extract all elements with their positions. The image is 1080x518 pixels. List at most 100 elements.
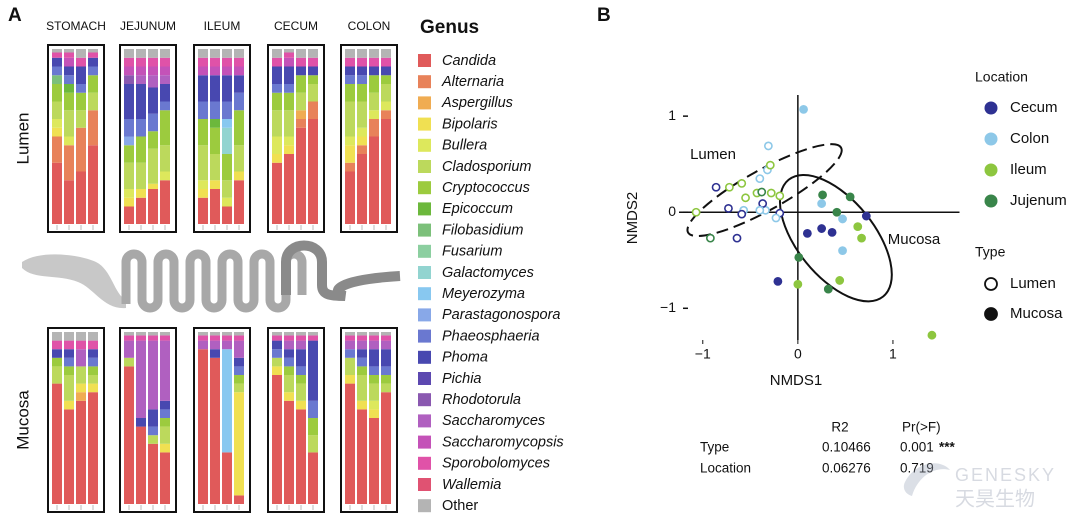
bar-segment: [52, 49, 62, 53]
bar-segment: [52, 357, 62, 367]
bar-segment: [64, 52, 74, 58]
column-label: COLON: [348, 19, 391, 33]
bar-segment: [234, 180, 244, 224]
bar-segment: [198, 101, 208, 119]
legend-label: Bullera: [442, 138, 487, 154]
bar-segment: [308, 452, 318, 504]
bar-segment: [272, 136, 282, 154]
bar-segment: [272, 332, 282, 336]
bar-segment: [357, 101, 367, 128]
legend-swatch: [418, 287, 431, 301]
bar-segment: [296, 119, 306, 128]
table-header: Pr(>F): [902, 420, 941, 435]
point: [755, 205, 765, 215]
bar-segment: [345, 145, 355, 163]
bar-segment: [136, 189, 146, 198]
bar-segment: [88, 145, 98, 224]
bar-segment: [64, 340, 74, 350]
bar-segment: [136, 162, 146, 189]
bar-segment: [357, 375, 367, 401]
bar-segment: [124, 197, 134, 207]
bar-segment: [234, 110, 244, 146]
bar-segment: [296, 400, 306, 410]
legend-label: Saccharomyces: [442, 413, 545, 429]
bar-segment: [76, 400, 86, 504]
bar-segment: [148, 66, 158, 76]
gut-illustration: [22, 240, 401, 313]
bar-segment: [210, 154, 220, 181]
point: [737, 209, 747, 219]
bar-segment: [345, 49, 355, 58]
legend-swatch: [418, 54, 431, 67]
bar-segment: [296, 409, 306, 504]
bar-segment: [296, 383, 306, 401]
bar-segment: [88, 110, 98, 146]
bar-segment: [296, 92, 306, 111]
bar-segment: [76, 383, 86, 393]
bar-segment: [308, 332, 318, 336]
bar-segment: [357, 154, 367, 224]
bar-segment: [284, 66, 294, 84]
bar-segment: [381, 332, 391, 336]
bar-segment: [234, 366, 244, 375]
point: [853, 222, 863, 232]
bar-segment: [296, 332, 306, 336]
bar-segment: [345, 75, 355, 84]
bar-segment: [369, 66, 379, 76]
panel-label: B: [597, 5, 611, 26]
legend-title: Genus: [420, 17, 479, 38]
bar-segment: [136, 75, 146, 84]
bar-segment: [210, 335, 220, 341]
bar-segment: [124, 145, 134, 163]
table-p: 0.719: [900, 461, 934, 476]
bar-segment: [234, 375, 244, 384]
bar-segment: [52, 66, 62, 76]
bar-segment: [272, 340, 282, 350]
bar-segment: [198, 75, 208, 102]
table-r2: 0.06276: [822, 461, 871, 476]
bar-segment: [345, 171, 355, 224]
row-label: Mucosa: [13, 390, 32, 450]
legend-marker: [984, 101, 998, 115]
bar-segment: [272, 162, 282, 224]
bar-segment: [160, 335, 170, 341]
bar-segment: [76, 110, 86, 128]
bar-segment: [64, 332, 74, 341]
point: [818, 190, 827, 200]
legend-label: Filobasidium: [442, 222, 523, 238]
bar-segment: [381, 66, 391, 76]
bar-segment: [124, 66, 134, 76]
bar-segment: [198, 180, 208, 189]
legend-swatch: [418, 350, 431, 364]
bar-segment: [381, 84, 391, 102]
bar-segment: [357, 136, 367, 146]
watermark-name: 天昊生物: [955, 487, 1035, 510]
bar-segment: [148, 57, 158, 67]
point: [737, 178, 747, 188]
point: [827, 227, 837, 237]
bar-segment: [64, 145, 74, 181]
point: [817, 224, 827, 233]
bar-segment: [345, 101, 355, 137]
bar-segment: [381, 49, 391, 58]
bar-segment: [52, 332, 62, 341]
bar-segment: [136, 418, 146, 427]
bar-segment: [148, 435, 158, 444]
bar-segment: [381, 75, 391, 84]
bar-segment: [369, 366, 379, 375]
bar-segment: [210, 332, 220, 336]
x-axis-label: NMDS1: [770, 372, 823, 389]
bar-segment: [148, 409, 158, 427]
bar-segment: [222, 340, 232, 350]
bar-segment: [222, 154, 232, 181]
legend-label: Other: [442, 498, 478, 514]
bar-segment: [124, 357, 134, 367]
bar-segment: [198, 340, 208, 350]
bar-segment: [160, 340, 170, 401]
bar-segment: [88, 57, 98, 67]
bar-segment: [357, 49, 367, 58]
point: [838, 214, 847, 224]
bar-segment: [272, 335, 282, 341]
bar-segment: [234, 495, 244, 504]
bar-segment: [76, 66, 86, 84]
